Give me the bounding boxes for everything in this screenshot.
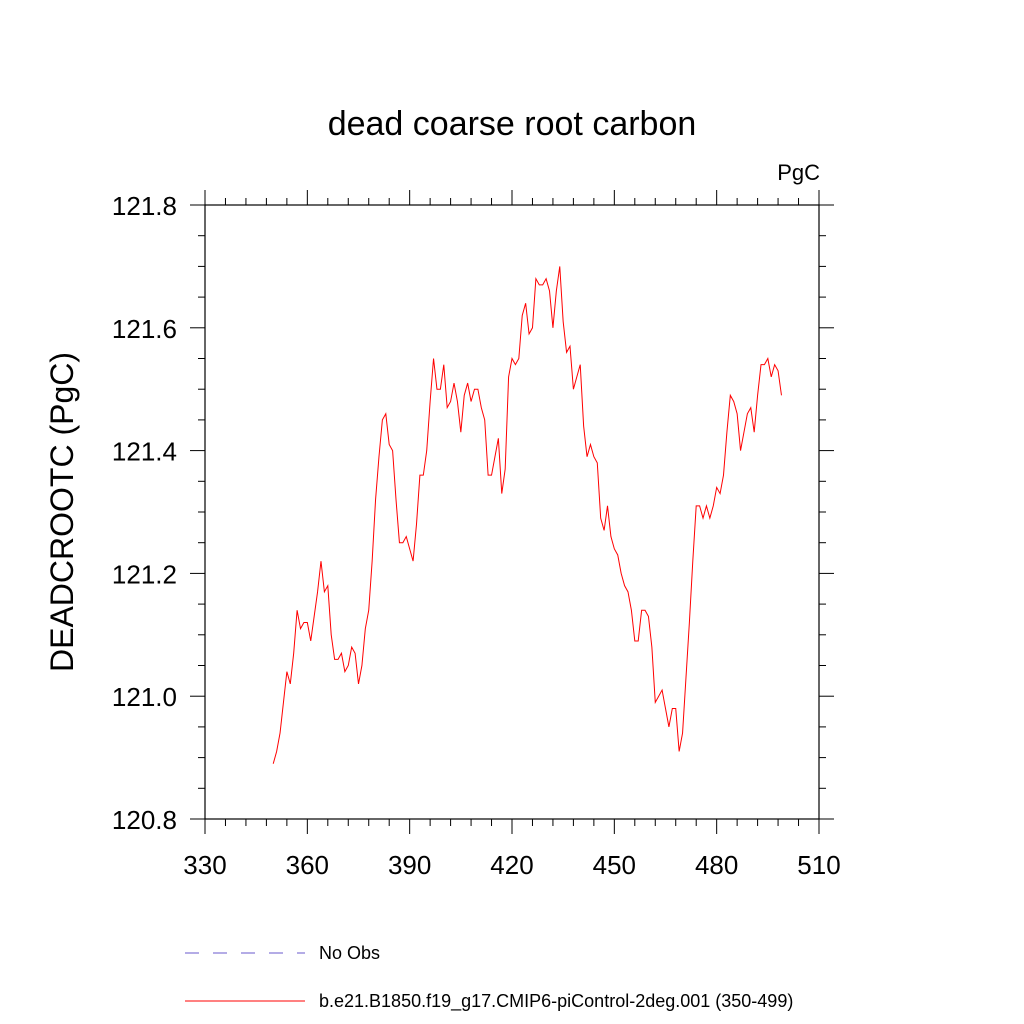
y-tick-label: 120.8	[112, 805, 177, 835]
axis-tick-labels: 330 360 390 420 450 480 510 120.8 121.0 121.2 121.…	[112, 191, 841, 880]
x-tick-label: 450	[593, 850, 636, 880]
legend: No Obs b.e21.B1850.f19_g17.CMIP6-piContr…	[185, 943, 793, 1012]
y-tick-label: 121.6	[112, 314, 177, 344]
y-tick-label: 121.4	[112, 437, 177, 467]
plot-frame	[204, 204, 820, 820]
x-tick-label: 510	[797, 850, 840, 880]
legend-no-obs-label: No Obs	[319, 943, 380, 963]
y-tick-label: 121.0	[112, 682, 177, 712]
x-tick-label: 360	[286, 850, 329, 880]
x-tick-label: 420	[490, 850, 533, 880]
series-line	[272, 266, 782, 764]
data-layer	[272, 266, 782, 764]
y-tick-label: 121.8	[112, 191, 177, 221]
y-tick-label: 121.2	[112, 559, 177, 589]
units-label: PgC	[777, 160, 820, 185]
y-axis-label: DEADCROOTC (PgC)	[44, 352, 80, 672]
chart-title: dead coarse root carbon	[328, 105, 697, 143]
axis-ticks	[190, 190, 834, 834]
x-tick-label: 330	[183, 850, 226, 880]
x-tick-label: 480	[695, 850, 738, 880]
x-tick-label: 390	[388, 850, 431, 880]
legend-series-label: b.e21.B1850.f19_g17.CMIP6-piControl-2deg…	[319, 991, 793, 1012]
